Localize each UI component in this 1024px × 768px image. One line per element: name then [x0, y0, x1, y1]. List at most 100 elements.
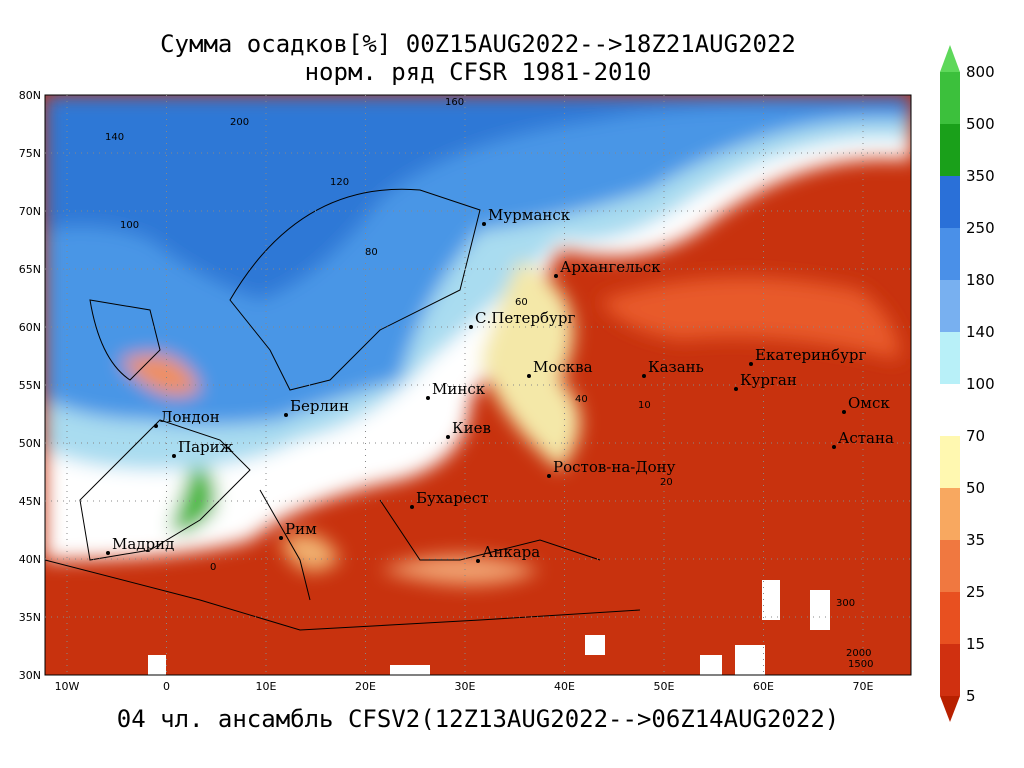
city-label: Бухарест: [416, 489, 488, 507]
city-label: Омск: [848, 394, 890, 412]
city-label: Берлин: [290, 397, 349, 415]
lat-label: 40N: [19, 553, 41, 566]
contour-label: 40: [575, 394, 588, 405]
colorbar-segment: [940, 384, 960, 436]
title-line2: норм. ряд CFSR 1981-2010: [305, 58, 652, 86]
city-dot: [426, 396, 430, 400]
coastlines: [44, 188, 641, 631]
colorbar-label: 350: [966, 167, 995, 185]
colorbar-label: 140: [966, 323, 995, 341]
lat-label: 70N: [19, 205, 41, 218]
city-dot: [547, 474, 551, 478]
colorbar-segment: [940, 644, 960, 696]
city-dot: [842, 410, 846, 414]
contour-label: 300: [836, 598, 855, 609]
city-label: Мурманск: [488, 206, 571, 224]
lon-label: 20E: [355, 680, 376, 693]
city-dot: [554, 274, 558, 278]
city-dot: [476, 559, 480, 563]
contour-label: 1500: [848, 659, 873, 670]
lat-label: 45N: [19, 495, 41, 508]
city-label: С.Петербург: [475, 309, 575, 327]
lat-label: 60N: [19, 321, 41, 334]
colorbar-segment: [940, 332, 960, 384]
lon-label: 50E: [654, 680, 675, 693]
city-dot: [832, 445, 836, 449]
lat-label: 80N: [19, 89, 41, 102]
city-dot: [642, 374, 646, 378]
colorbar-label: 250: [966, 219, 995, 237]
city-label: Рим: [285, 520, 317, 538]
lon-label: 10W: [55, 680, 80, 693]
city-label: Анкара: [482, 543, 540, 561]
city-label: Астана: [838, 429, 894, 447]
contour-label: 120: [330, 177, 349, 188]
city-dot: [469, 325, 473, 329]
footer: 04 чл. ансамбль CFSV2(12Z13AUG2022-->06Z…: [117, 705, 839, 733]
city-label: Курган: [740, 371, 797, 389]
contour-label: 0: [210, 562, 216, 573]
city-dot: [734, 387, 738, 391]
city-dot: [749, 362, 753, 366]
lon-label: 40E: [554, 680, 575, 693]
contour-label: 60: [515, 297, 528, 308]
colorbar-label: 180: [966, 271, 995, 289]
colorbar-label: 70: [966, 427, 985, 445]
colorbar-cap: [940, 45, 960, 72]
colorbar-label: 100: [966, 375, 995, 393]
colorbar-segment: [940, 540, 960, 592]
contour-label: 80: [365, 247, 378, 258]
lat-label: 30N: [19, 669, 41, 682]
city-dot: [410, 505, 414, 509]
city-label: Ростов-на-Дону: [553, 458, 676, 476]
lat-label: 35N: [19, 611, 41, 624]
colorbar-label: 500: [966, 115, 995, 133]
city-label: Мадрид: [112, 535, 174, 553]
city-label: Москва: [533, 358, 593, 376]
contour-label: 2000: [846, 648, 871, 659]
contour-label: 100: [120, 220, 139, 231]
city-dot: [154, 424, 158, 428]
city-dot: [106, 551, 110, 555]
colorbar-segment: [940, 488, 960, 540]
title-line1: Сумма осадков[%] 00Z15AUG2022-->18Z21AUG…: [160, 30, 796, 58]
colorbar-label: 800: [966, 63, 995, 81]
colorbar-segment: [940, 176, 960, 228]
city-dot: [446, 435, 450, 439]
contour-label: 20: [660, 477, 673, 488]
city-label: Киев: [452, 419, 491, 437]
lat-label: 65N: [19, 263, 41, 276]
city-label: Екатеринбург: [755, 346, 866, 364]
contour-label: 10: [638, 400, 651, 411]
contour-label: 140: [105, 132, 124, 143]
lon-label: 60E: [753, 680, 774, 693]
lat-label: 55N: [19, 379, 41, 392]
lon-label: 70E: [853, 680, 874, 693]
colorbar-cap: [940, 696, 960, 722]
colorbar-segment: [940, 124, 960, 176]
lon-label: 30E: [455, 680, 476, 693]
colorbar-segment: [940, 592, 960, 644]
colorbar-label: 25: [966, 583, 985, 601]
lat-label: 75N: [19, 147, 41, 160]
city-label: Париж: [178, 438, 234, 456]
city-label: Архангельск: [560, 258, 661, 276]
city-dot: [279, 536, 283, 540]
contour-label: 200: [230, 117, 249, 128]
colorbar-segment: [940, 72, 960, 124]
city-dot: [172, 454, 176, 458]
colorbar-label: 35: [966, 531, 985, 549]
colorbar-segment: [940, 228, 960, 280]
colorbar-label: 5: [966, 687, 976, 705]
colorbar-segment: [940, 436, 960, 488]
lat-label: 50N: [19, 437, 41, 450]
colorbar-label: 15: [966, 635, 985, 653]
city-dot: [482, 222, 486, 226]
city-label: Минск: [432, 380, 486, 398]
city-dot: [284, 413, 288, 417]
lon-label: 10E: [256, 680, 277, 693]
lon-label: 0: [163, 680, 170, 693]
city-label: Лондон: [160, 408, 220, 426]
contour-label: 160: [445, 97, 464, 108]
city-dot: [527, 374, 531, 378]
